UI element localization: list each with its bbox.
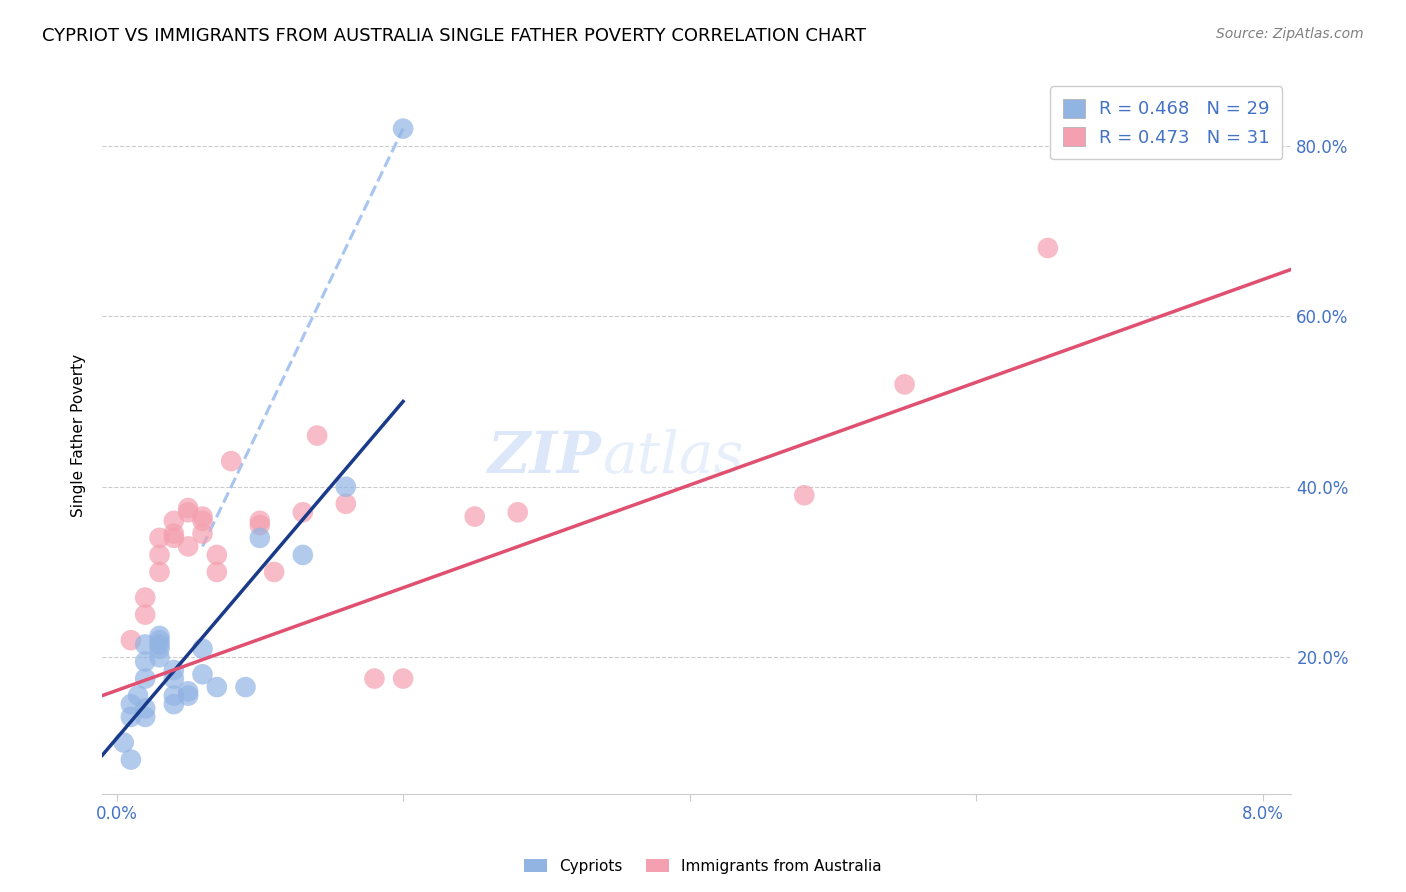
Point bbox=[134, 591, 156, 605]
Text: ZIP: ZIP bbox=[488, 429, 602, 485]
Point bbox=[464, 509, 486, 524]
Point bbox=[177, 501, 200, 516]
Point bbox=[120, 710, 142, 724]
Point bbox=[249, 514, 271, 528]
Point bbox=[307, 428, 329, 442]
Point bbox=[177, 689, 200, 703]
Point bbox=[127, 689, 149, 703]
Point bbox=[163, 663, 186, 677]
Point bbox=[120, 753, 142, 767]
Point bbox=[177, 505, 200, 519]
Point bbox=[191, 509, 214, 524]
Point bbox=[148, 531, 170, 545]
Text: CYPRIOT VS IMMIGRANTS FROM AUSTRALIA SINGLE FATHER POVERTY CORRELATION CHART: CYPRIOT VS IMMIGRANTS FROM AUSTRALIA SIN… bbox=[42, 27, 866, 45]
Point bbox=[163, 531, 186, 545]
Point bbox=[148, 637, 170, 651]
Point bbox=[148, 548, 170, 562]
Point bbox=[291, 548, 314, 562]
Point bbox=[793, 488, 815, 502]
Point bbox=[205, 680, 228, 694]
Point bbox=[893, 377, 915, 392]
Point bbox=[148, 633, 170, 648]
Point bbox=[335, 497, 357, 511]
Point bbox=[134, 637, 156, 651]
Y-axis label: Single Father Poverty: Single Father Poverty bbox=[72, 354, 86, 517]
Point bbox=[235, 680, 257, 694]
Point bbox=[148, 650, 170, 665]
Point bbox=[148, 565, 170, 579]
Point bbox=[134, 672, 156, 686]
Point bbox=[392, 672, 415, 686]
Point bbox=[191, 667, 214, 681]
Point bbox=[191, 526, 214, 541]
Point bbox=[205, 565, 228, 579]
Point bbox=[291, 505, 314, 519]
Point bbox=[392, 121, 415, 136]
Point bbox=[177, 540, 200, 554]
Point bbox=[112, 735, 135, 749]
Point bbox=[163, 526, 186, 541]
Point bbox=[148, 629, 170, 643]
Point bbox=[191, 514, 214, 528]
Point bbox=[506, 505, 529, 519]
Point bbox=[263, 565, 285, 579]
Point bbox=[134, 607, 156, 622]
Point bbox=[134, 710, 156, 724]
Point bbox=[363, 672, 385, 686]
Point bbox=[148, 641, 170, 656]
Point bbox=[134, 701, 156, 715]
Point bbox=[120, 633, 142, 648]
Point bbox=[1036, 241, 1059, 255]
Point bbox=[219, 454, 242, 468]
Point bbox=[163, 697, 186, 711]
Text: atlas: atlas bbox=[602, 429, 744, 485]
Point bbox=[191, 641, 214, 656]
Point bbox=[163, 689, 186, 703]
Legend: Cypriots, Immigrants from Australia: Cypriots, Immigrants from Australia bbox=[519, 853, 887, 880]
Text: Source: ZipAtlas.com: Source: ZipAtlas.com bbox=[1216, 27, 1364, 41]
Legend: R = 0.468   N = 29, R = 0.473   N = 31: R = 0.468 N = 29, R = 0.473 N = 31 bbox=[1050, 87, 1282, 160]
Point bbox=[335, 480, 357, 494]
Point bbox=[134, 655, 156, 669]
Point bbox=[177, 684, 200, 698]
Point bbox=[163, 514, 186, 528]
Point bbox=[205, 548, 228, 562]
Point bbox=[120, 697, 142, 711]
Point bbox=[249, 531, 271, 545]
Point bbox=[163, 672, 186, 686]
Point bbox=[249, 518, 271, 533]
